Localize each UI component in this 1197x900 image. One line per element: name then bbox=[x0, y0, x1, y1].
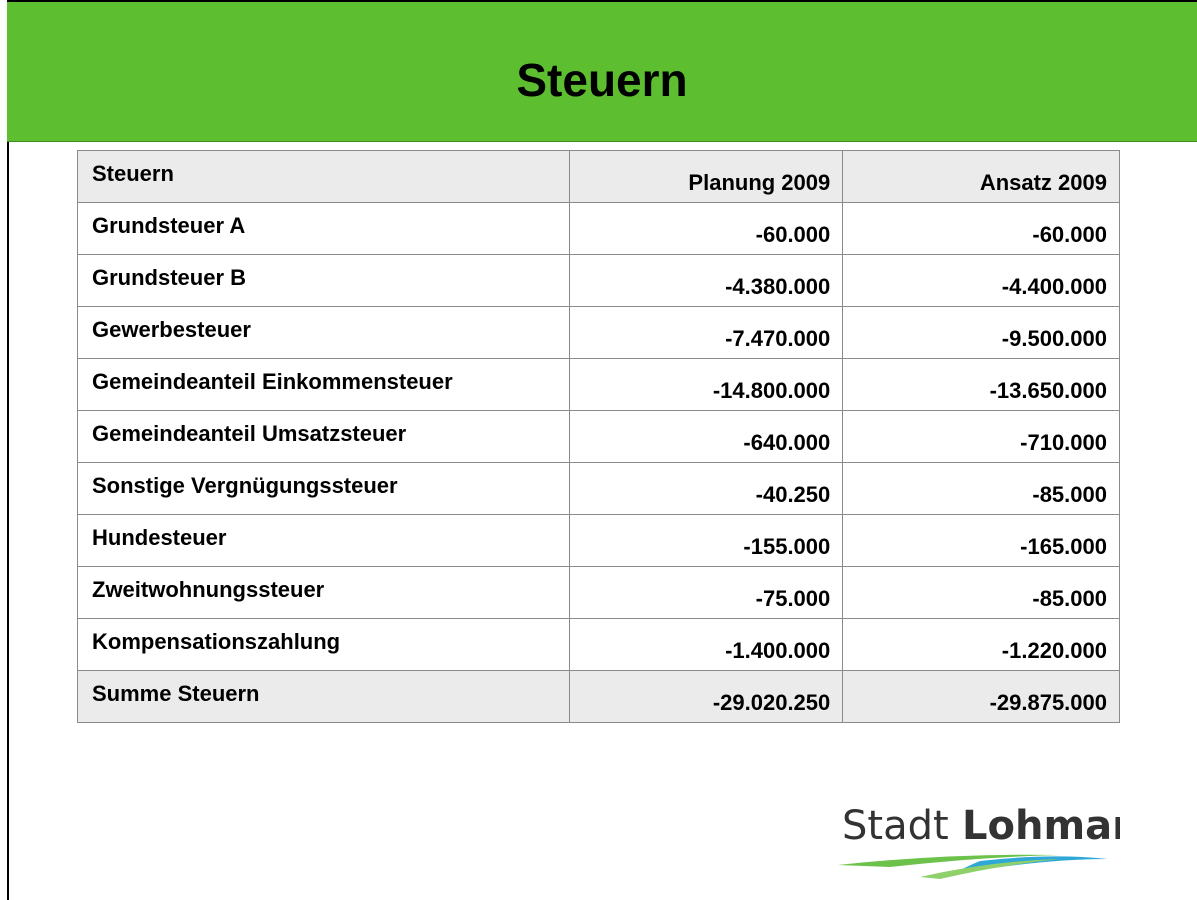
cell-value: -7.470.000 bbox=[568, 306, 844, 359]
cell-value: -155.000 bbox=[568, 514, 844, 567]
row-label: Gemeindeanteil Umsatzsteuer bbox=[77, 410, 570, 463]
logo-text-stadt: Stadt bbox=[842, 803, 949, 849]
cell-value: -4.380.000 bbox=[568, 254, 844, 307]
data-row: Gewerbesteuer -7.470.000 -9.500.000 bbox=[77, 306, 1120, 359]
logo-text-lohmar: Lohmar bbox=[962, 803, 1120, 849]
cell-value: Planung 2009 bbox=[568, 150, 844, 203]
data-row: Grundsteuer B -4.380.000 -4.400.000 bbox=[77, 254, 1120, 307]
cell-value: -9.500.000 bbox=[842, 306, 1120, 359]
cell-value: -13.650.000 bbox=[842, 358, 1120, 411]
row-label: Grundsteuer A bbox=[77, 202, 570, 255]
cell-value: Ansatz 2009 bbox=[842, 150, 1120, 203]
total-row: Summe Steuern -29.020.250 -29.875.000 bbox=[77, 670, 1120, 723]
cell-value: -40.250 bbox=[568, 462, 844, 515]
row-label: Summe Steuern bbox=[77, 670, 570, 723]
row-label: Sonstige Vergnügungssteuer bbox=[77, 462, 570, 515]
data-row: Sonstige Vergnügungssteuer -40.250 -85.000 bbox=[77, 462, 1120, 515]
slide-title: Steuern bbox=[516, 54, 688, 106]
data-row: Zweitwohnungssteuer -75.000 -85.000 bbox=[77, 566, 1120, 619]
cell-value: -4.400.000 bbox=[842, 254, 1120, 307]
data-row: Gemeindeanteil Einkommensteuer -14.800.00… bbox=[77, 358, 1120, 411]
row-label: Grundsteuer B bbox=[77, 254, 570, 307]
cell-value: -14.800.000 bbox=[568, 358, 844, 411]
cell-value: -29.875.000 bbox=[842, 670, 1120, 723]
logo-swoosh-light bbox=[920, 859, 1060, 879]
data-row: Grundsteuer A -60.000 -60.000 bbox=[77, 202, 1120, 255]
row-label: Gewerbesteuer bbox=[77, 306, 570, 359]
cell-value: -165.000 bbox=[842, 514, 1120, 567]
cell-value: -29.020.250 bbox=[568, 670, 844, 723]
cell-value: -1.400.000 bbox=[568, 618, 844, 671]
cell-value: -1.220.000 bbox=[842, 618, 1120, 671]
cell-value: -710.000 bbox=[842, 410, 1120, 463]
data-row: Kompensationszahlung -1.400.000 -1.220.000 bbox=[77, 618, 1120, 671]
row-label: Zweitwohnungssteuer bbox=[77, 566, 570, 619]
tax-table: Steuern Planung 2009 Ansatz 2009 Grundsteue… bbox=[77, 150, 1120, 723]
data-row: Gemeindeanteil Umsatzsteuer -640.000 -710.… bbox=[77, 410, 1120, 463]
cell-value: -60.000 bbox=[568, 202, 844, 255]
data-row: Hundesteuer -155.000 -165.000 bbox=[77, 514, 1120, 567]
slide-frame bbox=[7, 0, 1197, 900]
header-row: Steuern Planung 2009 Ansatz 2009 bbox=[77, 150, 1120, 203]
cell-value: -85.000 bbox=[842, 566, 1120, 619]
row-label: Hundesteuer bbox=[77, 514, 570, 567]
header-band: Steuern bbox=[7, 0, 1197, 142]
cell-value: -85.000 bbox=[842, 462, 1120, 515]
logo-swoosh-green bbox=[838, 854, 1060, 867]
cell-value: -75.000 bbox=[568, 566, 844, 619]
row-label: Kompensationszahlung bbox=[77, 618, 570, 671]
logo-swoosh-blue bbox=[950, 856, 1108, 875]
row-label: Steuern bbox=[77, 150, 570, 203]
cell-value: -60.000 bbox=[842, 202, 1120, 255]
cell-value: -640.000 bbox=[568, 410, 844, 463]
row-label: Gemeindeanteil Einkommensteuer bbox=[77, 358, 570, 411]
logo: Stadt Lohmar bbox=[838, 803, 1120, 879]
